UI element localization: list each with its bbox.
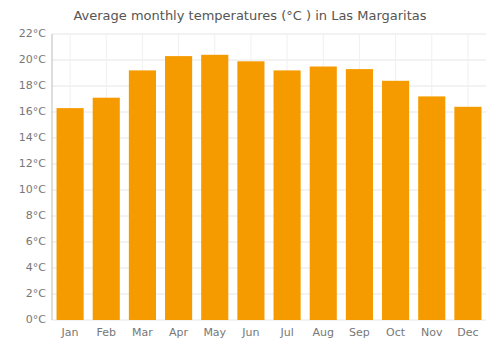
bar	[346, 69, 373, 320]
x-tick-label: May	[203, 326, 226, 339]
y-tick-label: 18°C	[19, 79, 46, 92]
bar	[201, 55, 228, 320]
y-axis-line	[52, 34, 53, 320]
bar	[274, 70, 301, 320]
y-tick-label: 4°C	[26, 261, 46, 274]
bar	[237, 61, 264, 320]
bars	[57, 55, 482, 320]
x-tick-label: Mar	[132, 326, 153, 339]
grid	[52, 34, 486, 320]
x-tick-label: Jan	[61, 326, 79, 339]
x-tick-label: Oct	[386, 326, 406, 339]
y-tick-label: 20°C	[19, 53, 46, 66]
y-tick-label: 16°C	[19, 105, 46, 118]
x-tick-label: Apr	[169, 326, 189, 339]
x-tick-labels: Jan Feb Mar Apr May Jun Jul Aug Sep Oct Nov Dec	[61, 326, 479, 339]
x-tick-label: Nov	[421, 326, 443, 339]
bar	[93, 98, 120, 320]
x-tick-label: Jun	[241, 326, 259, 339]
x-tick-label: Feb	[97, 326, 116, 339]
bar	[129, 70, 156, 320]
bar	[57, 108, 84, 320]
y-grid-line	[52, 34, 486, 35]
x-tick-label: Dec	[457, 326, 478, 339]
x-tick-label: Jul	[279, 326, 293, 339]
bar	[382, 81, 409, 320]
x-tick-label: Aug	[313, 326, 334, 339]
bar	[310, 67, 337, 321]
y-tick-label: 8°C	[26, 209, 46, 222]
y-tick-label: 0°C	[26, 313, 46, 326]
y-grid-line	[52, 60, 486, 61]
y-tick-label: 6°C	[26, 235, 46, 248]
bar	[165, 56, 192, 320]
x-tick-label: Sep	[349, 326, 370, 339]
y-grid-line	[52, 86, 486, 87]
y-tick-labels: 0°C 2°C 4°C 6°C 8°C 10°C 12°C 14°C 16°C 18°C 20°C 2…	[19, 27, 46, 326]
bar	[454, 107, 481, 320]
y-tick-label: 2°C	[26, 287, 46, 300]
y-tick-label: 12°C	[19, 157, 46, 170]
title: Average monthly temperatures (°C ) in La…	[73, 8, 426, 23]
bar	[418, 96, 445, 320]
y-tick-label: 22°C	[19, 27, 46, 40]
y-tick-label: 10°C	[19, 183, 46, 196]
y-tick-label: 14°C	[19, 131, 46, 144]
chart: 0°C 2°C 4°C 6°C 8°C 10°C 12°C 14°C 16°C 18°C 20°C 2…	[0, 0, 500, 350]
